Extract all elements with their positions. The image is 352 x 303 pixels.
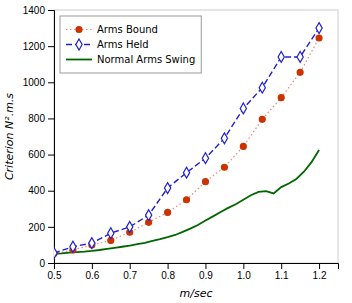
point [221,164,227,170]
legend: Arms Bound Arms Held Normal Arms Swing [60,16,201,73]
x-tick-label: 1.1 [275,270,289,281]
plot-area: 0.5 0.6 0.7 0.8 0.9 1.0 1.1 1.2 0 200 400 600 800 100… [23,5,339,281]
point [202,153,208,164]
legend-swatch [66,59,92,61]
point [278,95,284,101]
legend-label: Normal Arms Swing [97,54,195,65]
x-tick: 0.9 [199,263,213,281]
x-tick-mark [205,263,206,269]
x-tick-label: 0.5 [48,270,62,281]
x-tick-mark [319,263,320,269]
x-tick: 1.2 [313,263,327,281]
legend-box [60,16,201,73]
point [89,238,95,249]
legend-label: Arms Held [97,39,149,50]
y-tick: 800 [28,113,54,124]
series-line [54,150,319,254]
point [127,221,133,232]
point [240,103,246,114]
legend-item: Arms Held [66,39,149,50]
x-tick: 0.5 [48,263,62,281]
legend-marker [76,27,82,33]
y-tick: 600 [28,149,54,160]
x-tick: 1.1 [275,263,289,281]
y-tick-label: 1000 [23,77,46,88]
y-tick-label: 1400 [23,5,46,16]
legend-item: Arms Bound [66,24,158,35]
x-tick-label: 0.9 [199,270,213,281]
x-tick-mark [168,263,169,269]
y-tick-label: 1200 [23,41,46,52]
point [278,52,284,63]
x-tick-mark [92,263,93,269]
x-tick-mark [130,263,131,269]
y-tick-label: 0 [39,258,45,269]
point [184,197,190,203]
x-tick-label: 0.7 [123,270,137,281]
y-tick-mark [48,118,54,119]
y-tick-mark [48,263,54,264]
point [221,133,227,144]
point [316,35,322,41]
x-tick-label: 1.0 [237,270,251,281]
point [259,82,265,93]
y-tick: 200 [28,222,54,233]
chart: 0.5 0.6 0.7 0.8 0.9 1.0 1.1 1.2 0 200 400 600 800 100… [0,0,352,303]
series [54,150,319,254]
y-tick-mark [48,191,54,192]
point [146,210,152,221]
x-axis-line [55,264,339,270]
y-tick-mark [48,227,54,228]
point [297,52,303,63]
plot-frame [54,10,338,263]
x-tick-label: 0.8 [161,270,175,281]
y-tick-mark [48,82,54,83]
legend-marker [76,39,82,50]
x-axis: 0.5 0.6 0.7 0.8 0.9 1.0 1.1 1.2 [48,263,339,281]
point [164,183,170,194]
y-tick-mark [48,155,54,156]
x-tick: 0.7 [123,263,137,281]
x-tick-label: 0.6 [85,270,99,281]
x-tick-mark [281,263,282,269]
point [316,23,322,34]
y-axis: 0 200 400 600 800 1000 1200 1400 [23,5,55,269]
point [70,241,76,252]
y-tick: 0 [39,258,54,269]
y-tick: 1200 [23,41,54,52]
point [183,167,189,178]
point [108,228,114,239]
y-tick-mark [48,10,54,11]
x-tick-mark [243,263,244,269]
point [165,209,171,215]
x-tick: 1.0 [237,263,251,281]
y-tick-label: 400 [28,185,45,196]
y-axis-line [48,11,55,264]
y-axis-title: Criterion N².m.s [3,93,16,180]
y-tick-label: 200 [28,222,45,233]
point [240,143,246,149]
y-tick-label: 600 [28,149,45,160]
x-tick-label: 1.2 [313,270,327,281]
y-tick-label: 800 [28,113,45,124]
y-tick: 1000 [23,77,54,88]
x-tick: 0.8 [161,263,175,281]
point [54,248,57,259]
x-axis-title: m/sec [180,287,213,300]
y-tick: 1400 [23,5,54,16]
point [259,116,265,122]
point [202,179,208,185]
y-tick: 400 [28,185,54,196]
x-tick: 0.6 [85,263,99,281]
legend-label: Arms Bound [97,24,158,35]
point [297,69,303,75]
legend-item: Normal Arms Swing [66,54,195,65]
y-tick-mark [48,46,54,47]
